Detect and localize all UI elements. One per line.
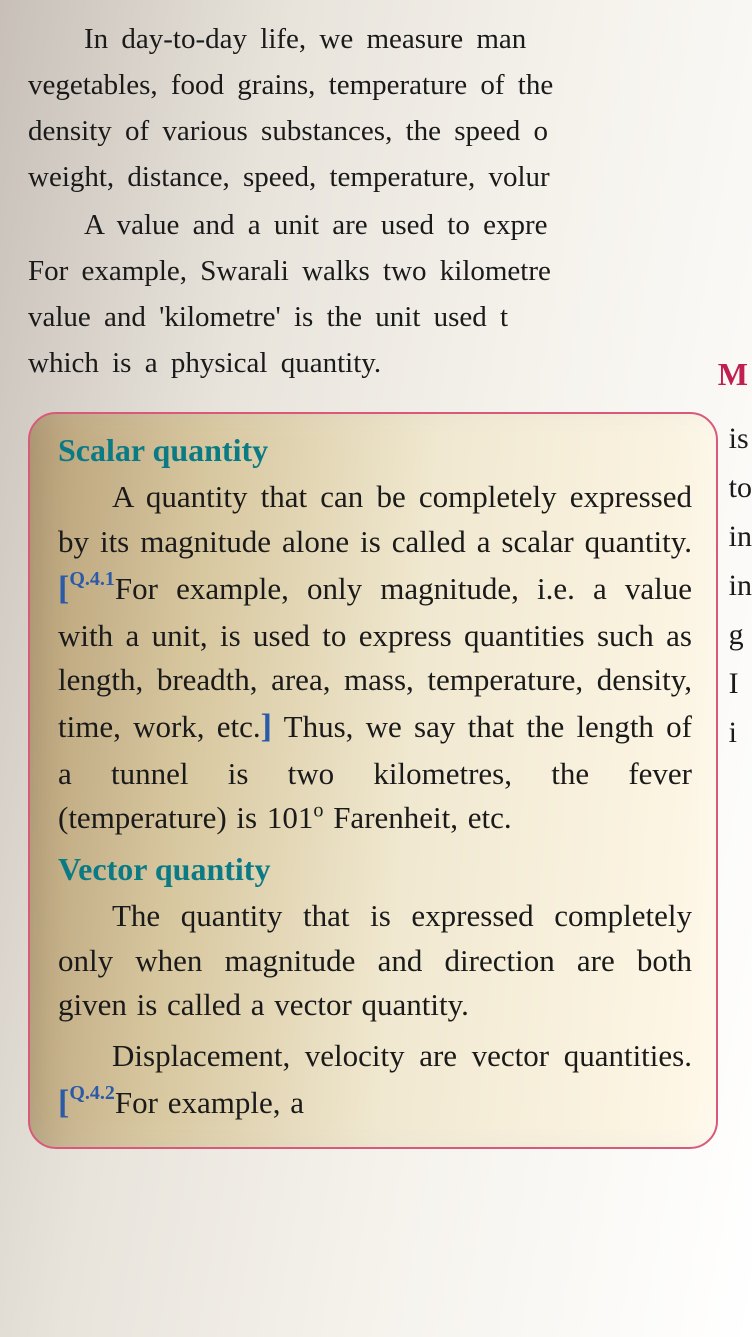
scalar-end-text: Farenheit, etc. [323, 800, 511, 835]
handwritten-annotation: Q.4.1 [69, 568, 115, 590]
scalar-body-text: A quantity that can be completely expres… [58, 479, 692, 559]
close-bracket-icon: ] [261, 708, 272, 745]
scalar-text: A quantity that can be completely expres… [58, 475, 692, 841]
edge-frag: is [729, 416, 752, 461]
edge-frag: to [729, 465, 752, 510]
intro-line: which is a physical quantity. [28, 342, 752, 384]
vector-example-after: For example, a [115, 1085, 304, 1120]
vector-heading: Vector quantity [58, 851, 692, 888]
vector-definition: The quantity that is expressed completel… [58, 894, 692, 1028]
intro-line: For example, Swarali walks two kilometre [28, 250, 752, 292]
open-bracket-icon: [ [58, 570, 69, 607]
vector-text: The quantity that is expressed completel… [58, 894, 692, 1127]
textbook-page: In day-to-day life, we measure man veget… [0, 0, 752, 1149]
edge-frag: I [729, 661, 752, 706]
definition-box-wrap: Scalar quantity A quantity that can be c… [28, 412, 752, 1149]
scalar-heading: Scalar quantity [58, 432, 692, 469]
degree-symbol: o [313, 800, 323, 822]
edge-frag: g [729, 612, 752, 657]
vector-example-before: Displacement, velocity are vector quanti… [112, 1038, 692, 1073]
intro-line: vegetables, food grains, temperature of … [28, 64, 752, 106]
edge-frag: in [729, 514, 752, 559]
definition-box: Scalar quantity A quantity that can be c… [28, 412, 718, 1149]
handwritten-annotation: Q.4.2 [69, 1082, 115, 1104]
intro-line: value and 'kilometre' is the unit used t [28, 296, 752, 338]
intro-line: weight, distance, speed, temperature, vo… [28, 156, 752, 198]
intro-paragraphs: In day-to-day life, we measure man veget… [28, 18, 752, 384]
intro-line: A value and a unit are used to expre [28, 204, 752, 246]
open-bracket-icon: [ [58, 1084, 69, 1121]
edge-frag: in [729, 563, 752, 608]
right-edge-fragments: is to in in g I i [729, 360, 752, 759]
edge-frag: i [729, 710, 752, 755]
intro-line: density of various substances, the speed… [28, 110, 752, 152]
intro-line: In day-to-day life, we measure man [28, 18, 752, 60]
